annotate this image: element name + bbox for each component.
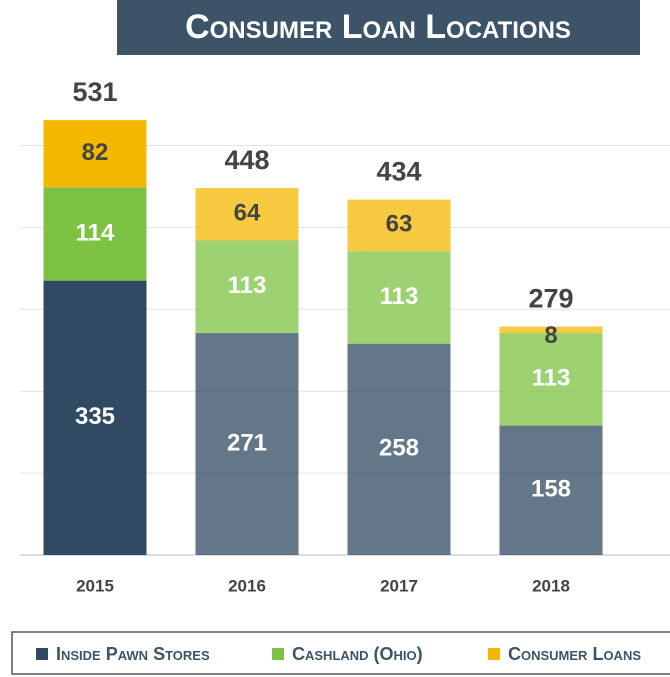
- segment-label: 82: [82, 139, 109, 166]
- bar-segment: [347, 343, 451, 555]
- segment-label: 113: [380, 283, 419, 310]
- bar-segment: [43, 120, 147, 188]
- bar-segment: [499, 425, 603, 555]
- legend-label: Consumer Loans: [508, 644, 641, 664]
- segment-label: 63: [386, 211, 413, 238]
- segment-label: 113: [228, 272, 267, 299]
- x-tick-label: 2017: [380, 576, 418, 595]
- segment-label: 335: [75, 403, 115, 430]
- legend-swatch: [488, 648, 500, 660]
- segment-label: 158: [531, 476, 571, 503]
- chart-title: Consumer Loan Locations: [185, 8, 571, 46]
- legend-swatch: [36, 648, 48, 660]
- bar-segment: [347, 199, 451, 252]
- bar-segment: [347, 251, 451, 344]
- bar-segment: [195, 188, 299, 241]
- legend-box: [11, 631, 670, 675]
- bar-segment: [195, 240, 299, 334]
- total-label: 448: [224, 145, 269, 175]
- segment-label: 8: [544, 322, 557, 349]
- total-label: 279: [528, 284, 573, 314]
- legend-label: Inside Pawn Stores: [56, 644, 210, 664]
- legend-label: Cashland (Ohio): [292, 644, 423, 664]
- segment-label: 113: [532, 365, 571, 392]
- x-tick-label: 2015: [76, 576, 114, 595]
- bar-segment: [499, 326, 603, 334]
- x-tick-label: 2018: [532, 576, 570, 595]
- segment-label: 258: [379, 435, 419, 462]
- bar-segment: [499, 333, 603, 426]
- x-tick-label: 2016: [228, 576, 266, 595]
- bar-segment: [43, 280, 147, 555]
- segment-label: 271: [227, 429, 267, 456]
- segment-label: 64: [234, 200, 261, 227]
- total-label: 531: [72, 77, 117, 107]
- total-label: 434: [376, 157, 421, 187]
- title-box: [117, 0, 640, 55]
- legend-swatch: [272, 648, 284, 660]
- bar-segment: [195, 333, 299, 555]
- segment-label: 114: [76, 219, 115, 246]
- bar-segment: [43, 187, 147, 281]
